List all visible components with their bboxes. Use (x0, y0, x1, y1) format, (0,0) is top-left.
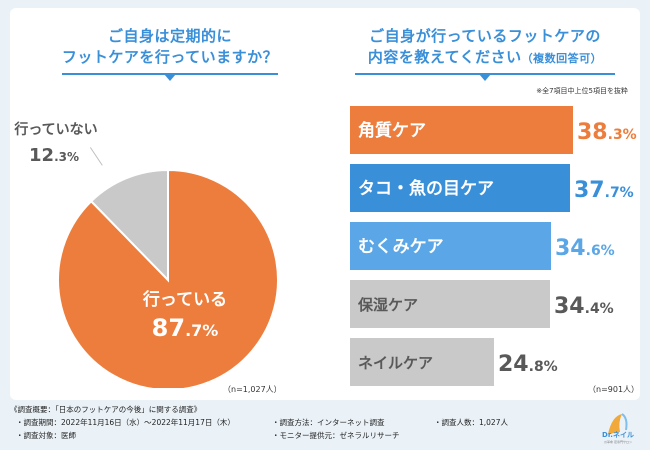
dr-nail-logo: Dr.ネイル 爪革命 足専門サロン (602, 413, 634, 444)
bar-group: 角質ケア 38.3% タコ・魚の目ケア 37.7% むくみケア 34.6% 保湿ケア 34.4… (350, 106, 637, 386)
logo-arc-icon (621, 413, 628, 431)
logo-subtext: 爪革命 足専門サロン (604, 439, 632, 444)
footer-method: ・調査方法：インターネット調査 (272, 418, 385, 427)
pie-slice-label-name-1: 行っていない (13, 121, 97, 138)
bar-value-label-2: 34.6% (555, 236, 615, 261)
left-question-title: ご自身は定期的に フットケアを行っていますか？ (30, 26, 310, 68)
survey-footer: 《調査概要：「日本のフットケアの今後」に関する調査》 ・調査期間：2022年11… (10, 404, 640, 450)
footer-heading: 《調査概要：「日本のフットケアの今後」に関する調査》 (10, 405, 202, 414)
pie-slice-label-value-0: 87.7% (152, 314, 219, 342)
bar-category-label-2: むくみケア (358, 237, 444, 257)
right-title-pointer (479, 74, 491, 81)
bar-0 (350, 106, 573, 154)
right-title-suffix: （複数回答可） (521, 52, 603, 65)
footer-target: ・調査対象：医師 (16, 431, 76, 440)
bar-chart: 角質ケア 38.3% タコ・魚の目ケア 37.7% むくみケア 34.6% 保湿ケア 34.4… (350, 106, 637, 386)
bar-category-label-1: タコ・魚の目ケア (358, 178, 494, 199)
right-note: ※全7項目中上位5項目を抜粋 (536, 87, 628, 95)
left-title-line2: フットケアを行っていますか？ (61, 48, 279, 66)
footer-period: ・調査期間：2022年11月16日（水）～2022年11月17日（木） (16, 418, 235, 427)
pie-slice-label-name-0: 行っている (142, 289, 227, 310)
footer-count: ・調査人数：1,027人 (434, 418, 508, 427)
pie-slice-1 (89, 168, 169, 283)
footer-provider: ・モニター提供元：ゼネラルリサーチ (272, 431, 400, 440)
left-panel: ご自身は定期的に フットケアを行っていますか？ 行っている 87.7% 行ってい… (10, 8, 330, 400)
logo-text: Dr.ネイル (602, 431, 634, 439)
pie-leader-line (89, 147, 103, 166)
bar-value-label-1: 37.7% (574, 178, 634, 203)
right-question-title: ご自身が行っているフットケアの 内容を教えてください（複数回答可） (330, 26, 640, 69)
right-sample-size: （n=901人） (588, 385, 640, 394)
logo-leaf-icon (608, 414, 622, 434)
bar-category-label-0: 角質ケア (358, 120, 426, 141)
right-panel: ご自身が行っているフットケアの 内容を教えてください（複数回答可） ※全7項目中… (330, 8, 640, 400)
right-title-line2: 内容を教えてください (367, 48, 522, 66)
bar-category-label-4: ネイルケア (358, 354, 433, 372)
bar-1 (350, 164, 570, 212)
bar-value-label-0: 38.3% (577, 120, 637, 145)
bar-value-label-3: 34.4% (554, 294, 614, 319)
bar-category-label-3: 保湿ケア (357, 296, 418, 314)
bar-2 (350, 222, 551, 270)
left-title-pointer (164, 74, 176, 81)
bar-3 (350, 280, 550, 328)
pie-slices (57, 168, 279, 388)
left-sample-size: （n=1,027人） (223, 385, 282, 394)
pie-chart: 行っている 87.7% 行っていない 12.3% (13, 121, 279, 388)
bar-value-label-4: 24.8% (498, 352, 558, 377)
bar-4 (350, 338, 494, 386)
right-title-line2-wrap: 内容を教えてください（複数回答可） (330, 47, 640, 69)
left-title-line1: ご自身は定期的に (107, 27, 232, 45)
pie-slice-label-value-1: 12.3% (29, 145, 79, 166)
right-title-line1: ご自身が行っているフットケアの (369, 27, 601, 45)
